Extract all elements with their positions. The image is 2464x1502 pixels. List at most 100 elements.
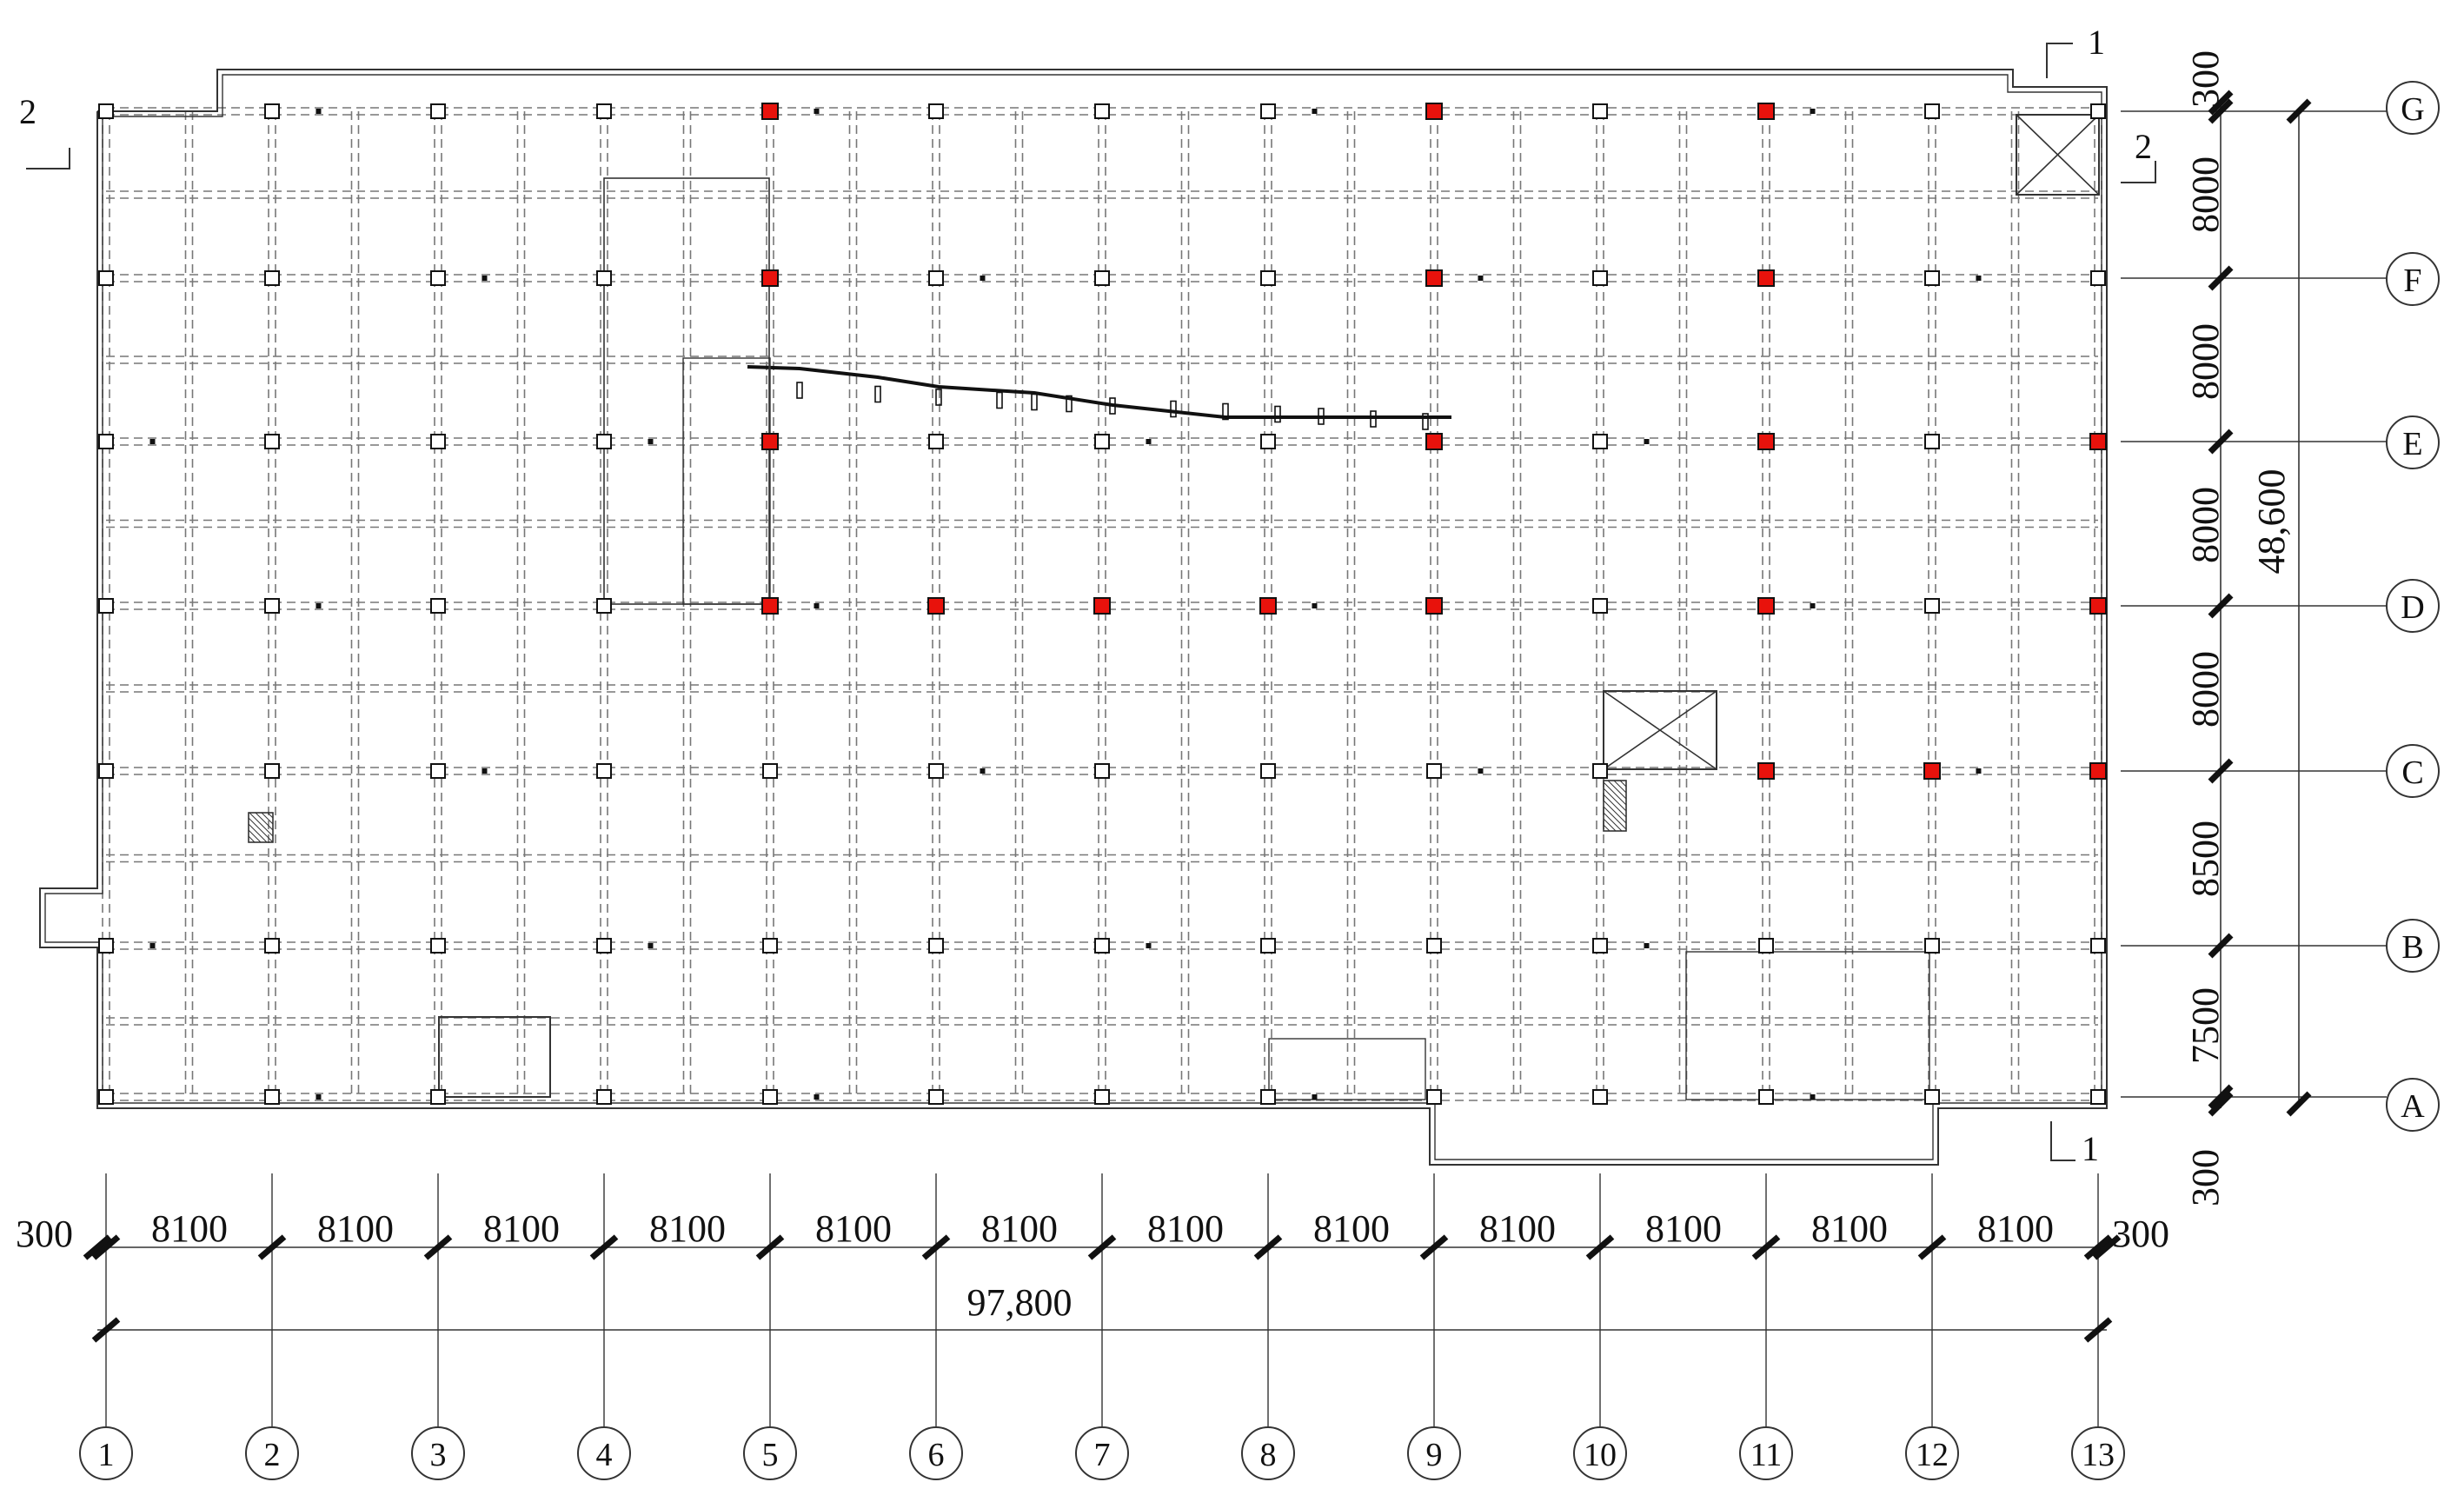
grid-bubble-F: F — [2386, 252, 2440, 306]
section-marker-1-bottom: 1 — [2050, 1121, 2099, 1168]
svg-text:F: F — [2403, 263, 2421, 299]
column-5-D-highlighted — [761, 597, 779, 615]
grid-bubble-2: 2 — [245, 1426, 299, 1480]
row-grid-bubbles: G F E D C B A — [2386, 81, 2440, 1132]
column-5-E-highlighted — [761, 433, 779, 450]
small-post — [1644, 439, 1650, 444]
floor-opening-top-right — [2016, 114, 2100, 196]
small-post — [315, 1094, 322, 1100]
secondary-beam-horizontal — [106, 684, 2098, 693]
grid-bubble-6: 6 — [909, 1426, 963, 1480]
room-core-inner — [682, 357, 771, 605]
small-post — [482, 768, 488, 774]
hatch-line — [1603, 824, 1611, 832]
ramp-stiffener — [1274, 405, 1281, 423]
column-12-A — [1924, 1089, 1940, 1105]
column-5-C — [762, 763, 778, 779]
svg-text:1: 1 — [98, 1437, 115, 1473]
ramp-stiffener — [1170, 400, 1177, 418]
dimension-lines — [83, 90, 2387, 1427]
svg-text:E: E — [2402, 426, 2422, 462]
hatch-line — [248, 835, 256, 843]
svg-text:B: B — [2401, 929, 2423, 966]
horizontal-dimension-labels: 300 8100 8100 8100 8100 8100 8100 8100 8… — [16, 1207, 2169, 1324]
column-7-C — [1094, 763, 1110, 779]
hatch-line — [1603, 794, 1627, 818]
column-9-G-highlighted — [1425, 103, 1443, 120]
dim-tick-h — [1253, 1234, 1283, 1260]
grid-bubble-A: A — [2386, 1078, 2440, 1132]
column-7-F — [1094, 270, 1110, 286]
column-6-E — [928, 434, 944, 449]
dim-tick-v — [2208, 1091, 2234, 1117]
dim-tick-h — [1917, 1234, 1947, 1260]
dim-tick-v-total — [2286, 98, 2312, 124]
dim-tick-v — [2208, 1084, 2234, 1110]
room-bottom-right — [1685, 951, 1930, 1100]
dim-span-9: 8100 — [1479, 1207, 1556, 1250]
hatch-line — [255, 812, 274, 831]
svg-text:7: 7 — [1094, 1437, 1111, 1473]
section-marker-1-top: 1 — [2046, 23, 2105, 78]
building-outline — [39, 69, 2108, 1166]
column-10-B — [1592, 938, 1608, 954]
vertical-dimension-labels: 300 8000 8000 8000 8000 8500 7500 300 48… — [2184, 50, 2293, 1206]
small-post — [1312, 109, 1318, 114]
column-10-D — [1592, 598, 1608, 614]
column-9-B — [1426, 938, 1442, 954]
floor-opening-center — [1603, 690, 1717, 770]
column-3-A — [430, 1089, 446, 1105]
column-11-D-highlighted — [1757, 597, 1775, 615]
section-1-top-label: 1 — [2088, 23, 2105, 62]
column-8-G — [1260, 103, 1276, 119]
column-12-B — [1924, 938, 1940, 954]
column-3-B — [430, 938, 446, 954]
dim-edge-right: 300 — [2112, 1213, 2169, 1255]
column-11-C-highlighted — [1757, 762, 1775, 780]
column-7-G — [1094, 103, 1110, 119]
small-post — [315, 109, 322, 114]
section-2-left-label: 2 — [19, 92, 37, 131]
dim-tick-h — [921, 1234, 951, 1260]
column-9-F-highlighted — [1425, 269, 1443, 287]
column-10-A — [1592, 1089, 1608, 1105]
dim-tick-h — [1087, 1234, 1117, 1260]
dim-tick-h — [83, 1234, 112, 1260]
grid-bubble-9: 9 — [1407, 1426, 1461, 1480]
column-1-A — [98, 1089, 114, 1105]
opening-cross — [1603, 690, 1717, 770]
dim-tick-v — [2208, 98, 2234, 124]
column-8-A — [1260, 1089, 1276, 1105]
dim-span-3: 8100 — [483, 1207, 560, 1250]
dim-tick-v — [2208, 933, 2234, 959]
small-post — [482, 276, 488, 281]
column-2-D — [264, 598, 280, 614]
svg-text:C: C — [2401, 754, 2423, 791]
hatch-line — [1607, 780, 1627, 800]
grid-bubble-1: 1 — [79, 1426, 133, 1480]
grid-bubble-4: 4 — [577, 1426, 631, 1480]
dim-total-vertical: 48,600 — [2250, 469, 2293, 575]
column-2-A — [264, 1089, 280, 1105]
column-13-G — [2090, 103, 2106, 119]
column-3-F — [430, 270, 446, 286]
hatch-line — [1603, 806, 1627, 830]
dim-tick-v-total — [2286, 1091, 2312, 1117]
secondary-beam-vertical — [2010, 111, 2020, 1097]
dim-tick-h — [423, 1234, 453, 1260]
dim-vspan-4: 8000 — [2184, 651, 2227, 728]
secondary-beam-vertical — [1844, 111, 1854, 1097]
dim-tick-v — [2208, 265, 2234, 291]
small-post — [648, 943, 654, 948]
column-4-G — [596, 103, 612, 119]
svg-text:10: 10 — [1584, 1437, 1617, 1473]
grid-bubble-5: 5 — [743, 1426, 797, 1480]
svg-text:8: 8 — [1260, 1437, 1277, 1473]
ramp-stiffener — [1066, 395, 1073, 413]
small-post — [1146, 439, 1152, 444]
svg-text:6: 6 — [928, 1437, 945, 1473]
column-8-B — [1260, 938, 1276, 954]
column-2-F — [264, 270, 280, 286]
dim-edge-left: 300 — [16, 1213, 73, 1255]
section-marker-2-left: 2 — [19, 92, 70, 169]
